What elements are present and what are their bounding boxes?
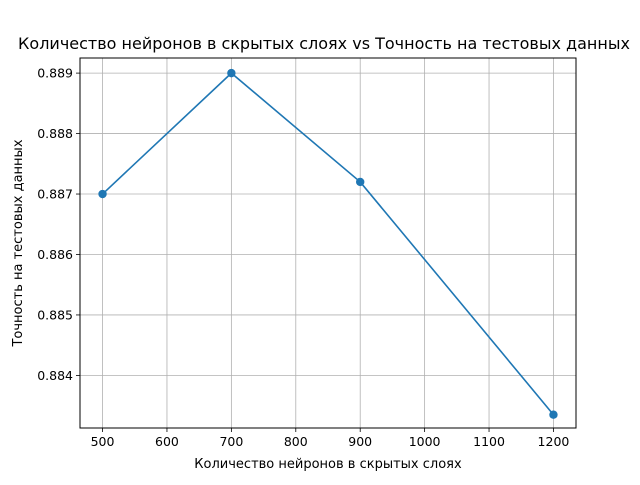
data-point — [549, 410, 558, 419]
x-tick-label: 1000 — [409, 434, 441, 449]
y-axis-ticks: 0.884 0.885 0.886 0.887 0.888 0.889 — [37, 66, 80, 383]
axes-frame — [79, 57, 577, 429]
y-axis-label: Точность на тестовых данных — [11, 139, 26, 347]
x-axis-ticks: 500 600 700 800 900 1000 1100 1200 — [91, 428, 570, 449]
x-tick-label: 600 — [155, 434, 179, 449]
x-tick-label: 1200 — [538, 434, 570, 449]
series-layer — [98, 68, 558, 419]
x-tick-label: 800 — [284, 434, 308, 449]
y-tick-label: 0.887 — [37, 187, 73, 202]
y-tick-label: 0.886 — [37, 247, 73, 262]
y-tick-label: 0.888 — [37, 126, 73, 141]
data-point — [98, 189, 107, 199]
grid — [80, 58, 576, 428]
chart-title: Количество нейронов в скрытых слоях vs Т… — [18, 34, 630, 53]
y-tick-label: 0.885 — [37, 307, 73, 322]
x-axis-label: Количество нейронов в скрытых слоях — [194, 457, 462, 472]
data-point — [356, 177, 365, 187]
series-line — [101, 72, 555, 416]
x-tick-label: 1100 — [473, 434, 505, 449]
plot-area-border — [79, 57, 577, 429]
x-tick-label: 900 — [348, 434, 372, 449]
data-point — [227, 68, 236, 78]
y-tick-label: 0.889 — [37, 66, 73, 81]
y-tick-label: 0.884 — [37, 368, 73, 383]
x-tick-label: 700 — [219, 434, 243, 449]
x-tick-label: 500 — [91, 434, 115, 449]
